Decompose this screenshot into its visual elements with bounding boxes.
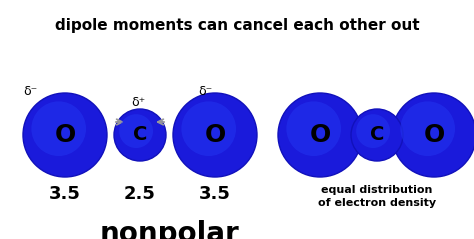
Text: δ⁻: δ⁻ [23, 85, 37, 98]
Text: 3.5: 3.5 [199, 185, 231, 203]
Circle shape [114, 109, 166, 161]
Text: O: O [310, 123, 331, 147]
Text: nonpolar: nonpolar [100, 220, 240, 239]
Circle shape [286, 101, 341, 156]
Text: C: C [370, 125, 384, 145]
Text: dipole moments can cancel each other out: dipole moments can cancel each other out [55, 18, 419, 33]
Circle shape [119, 114, 153, 148]
Text: 2.5: 2.5 [124, 185, 156, 203]
Text: δ⁻: δ⁻ [198, 85, 212, 98]
Circle shape [351, 109, 403, 161]
Circle shape [401, 101, 455, 156]
Text: equal distribution
of electron density: equal distribution of electron density [318, 185, 436, 208]
Text: 3.5: 3.5 [49, 185, 81, 203]
Circle shape [31, 101, 86, 156]
Circle shape [173, 93, 257, 177]
Circle shape [392, 93, 474, 177]
Circle shape [182, 101, 236, 156]
Circle shape [23, 93, 107, 177]
Circle shape [278, 93, 362, 177]
Text: δ⁺: δ⁺ [131, 96, 145, 109]
Circle shape [356, 114, 390, 148]
Text: O: O [55, 123, 76, 147]
Text: O: O [204, 123, 226, 147]
Text: C: C [133, 125, 147, 145]
Text: O: O [423, 123, 445, 147]
